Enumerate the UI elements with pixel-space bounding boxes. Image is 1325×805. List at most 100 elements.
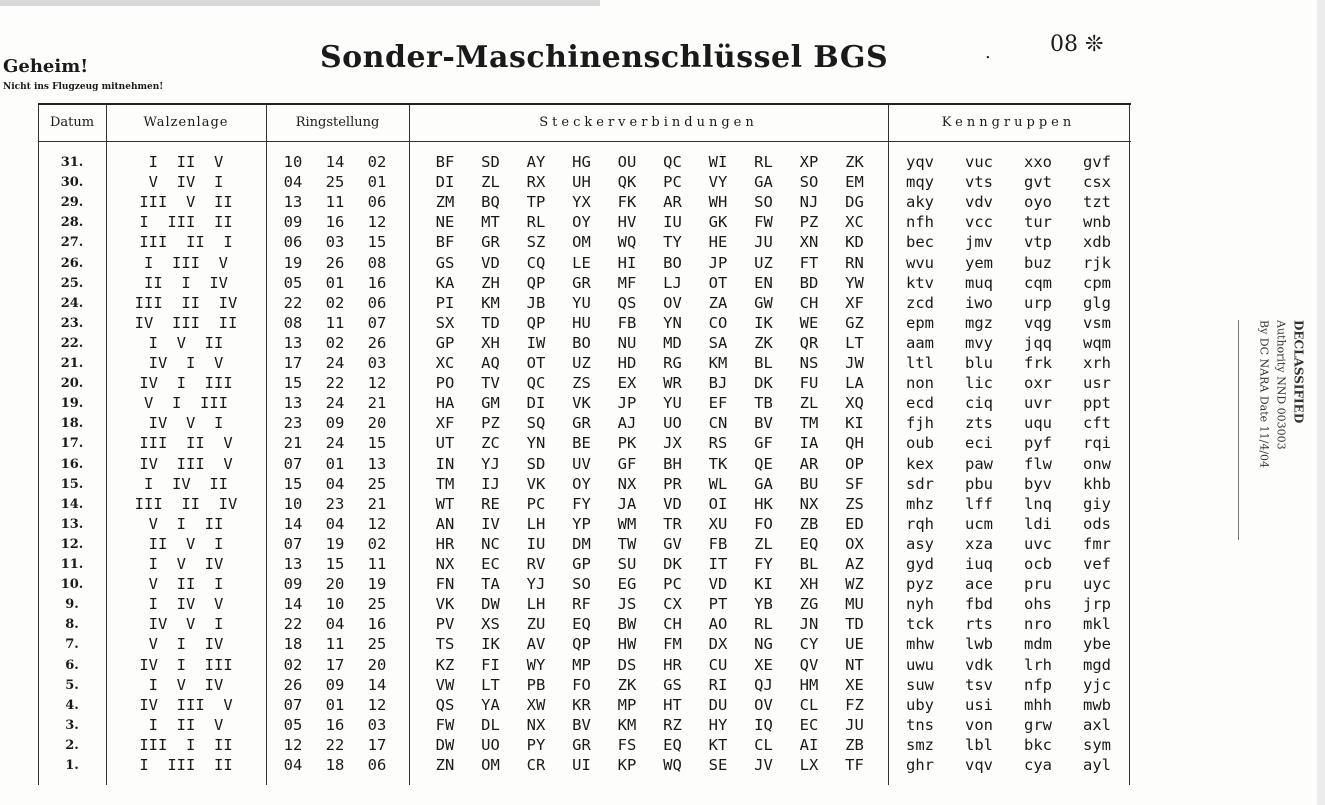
- walzenlage-cell: IV I V: [148, 354, 224, 372]
- date-cell: 17.: [60, 436, 84, 452]
- kenngruppe-cell: paw: [965, 454, 993, 473]
- stecker-pair: LX: [799, 756, 819, 774]
- kenngruppe-cell: grw: [1024, 715, 1052, 734]
- stecker-pair: LJ: [663, 273, 682, 292]
- kenngruppe-cell: cpm: [1083, 273, 1111, 292]
- stecker-pair: RL: [754, 153, 773, 171]
- stecker-pair: HT: [663, 695, 682, 714]
- ring-cell: 09: [325, 414, 345, 433]
- stecker-pair: NS: [799, 354, 819, 372]
- kenngruppe-cell: ppt: [1083, 394, 1111, 413]
- stecker-pair: CN: [708, 414, 728, 433]
- ring-cell: 19: [325, 534, 345, 553]
- stecker-pair: QV: [799, 655, 819, 674]
- stecker-pair: PT: [708, 595, 728, 614]
- stecker-pair: SF: [845, 474, 864, 493]
- stecker-pair: VD: [663, 494, 682, 513]
- stecker-pair: EQ: [663, 735, 682, 754]
- ring-cell: 09: [283, 575, 303, 594]
- stecker-pair: FO: [754, 514, 773, 533]
- kenngruppe-cell: jmv: [965, 233, 993, 252]
- stecker-pair: BV: [572, 715, 591, 734]
- kenngruppe-cell: sdr: [906, 474, 934, 493]
- stecker-pair: TD: [845, 615, 864, 634]
- stecker-pair: BO: [663, 253, 682, 272]
- stecker-pair: TY: [663, 233, 682, 252]
- walzenlage-cell: III II I: [139, 233, 233, 252]
- stecker-pair: GZ: [845, 313, 864, 332]
- kenngruppe-cell: ciq: [965, 394, 993, 413]
- stecker-pair: SD: [481, 153, 500, 171]
- stecker-pair: HY: [708, 715, 728, 734]
- kenngruppe-cell: tns: [906, 715, 934, 734]
- date-cell: 13.: [60, 516, 84, 532]
- stecker-pair: IU: [526, 534, 546, 553]
- stecker-pair: XF: [845, 293, 864, 312]
- kenngruppe-cell: xza: [965, 534, 993, 553]
- kenngruppe-cell: giy: [1083, 494, 1111, 513]
- ring-cell: 24: [325, 354, 345, 372]
- stecker-pair: QC: [663, 153, 682, 171]
- stecker-pair: ZB: [845, 735, 864, 754]
- stecker-pair: QJ: [754, 675, 773, 694]
- stecker-pair: IU: [663, 213, 682, 232]
- stecker-pair: AR: [663, 193, 682, 212]
- date-cell: 10.: [60, 577, 84, 593]
- kenngruppe-cell: ltl: [906, 354, 934, 372]
- key-table: Datum Walzenlage Ringstellung Steckerver…: [38, 103, 1131, 785]
- stecker-pair: JP: [617, 394, 637, 413]
- date-cell: 22.: [60, 335, 84, 351]
- ring-cell: 17: [325, 655, 345, 674]
- date-cell: 2.: [65, 737, 79, 753]
- stecker-pair: IA: [799, 434, 819, 453]
- stecker-pair: FT: [799, 253, 819, 272]
- stecker-pair: WL: [708, 474, 728, 493]
- ring-cell: 12: [367, 514, 387, 533]
- stecker-pair: PZ: [799, 213, 819, 232]
- stecker-pair: OT: [708, 273, 728, 292]
- kenngruppe-cell: urp: [1024, 293, 1052, 312]
- stecker-pair: ZL: [754, 534, 773, 553]
- kenngruppe-cell: pyf: [1024, 434, 1052, 453]
- table-row: 1. I III II 04 18 06 ZN OM CR UI KP WQ SE JV LX TF ghr v…: [38, 756, 1131, 776]
- stecker-pair: CL: [754, 735, 773, 754]
- col-header-walzenlage: Walzenlage: [143, 115, 229, 130]
- walzenlage-cell: I III II: [139, 756, 233, 774]
- stecker-pair: KI: [754, 575, 773, 594]
- stecker-pair: LT: [845, 333, 864, 352]
- ring-cell: 18: [283, 635, 303, 654]
- stecker-pair: KM: [481, 293, 500, 312]
- kenngruppe-cell: ocb: [1024, 555, 1052, 573]
- declassified-stamp: DECLASSIFIED Authority NND 003003 By DC …: [1238, 320, 1323, 540]
- table-border-left: [38, 105, 39, 785]
- warning-label: Nicht ins Flugzeug mitnehmen!: [3, 82, 164, 92]
- stecker-pair: LT: [481, 675, 500, 694]
- page-number: 08 ❊: [1050, 32, 1104, 57]
- kenngruppe-cell: usr: [1083, 374, 1111, 393]
- walzenlage-cell: I V IV: [148, 555, 224, 573]
- header-rule: [38, 141, 1131, 142]
- stecker-pair: TB: [754, 394, 773, 413]
- ring-cell: 01: [367, 173, 387, 192]
- kenngruppe-cell: xxo: [1024, 153, 1052, 171]
- stecker-pair: FY: [754, 555, 773, 573]
- ring-cell: 22: [283, 293, 303, 312]
- stecker-pair: VY: [708, 173, 728, 192]
- kenngruppe-cell: wnb: [1083, 213, 1111, 232]
- ring-cell: 20: [367, 414, 387, 433]
- stecker-pair: MP: [572, 655, 591, 674]
- secret-label: Geheim!: [3, 56, 89, 77]
- kenngruppe-cell: mdm: [1024, 635, 1052, 654]
- stecker-pair: NU: [617, 333, 637, 352]
- walzenlage-cell: IV III V: [139, 695, 233, 714]
- ring-cell: 11: [325, 193, 345, 212]
- walzenlage-cell: III V II: [139, 193, 233, 212]
- stecker-pair: JX: [663, 434, 682, 453]
- kenngruppe-cell: flw: [1024, 454, 1052, 473]
- ring-cell: 11: [325, 313, 345, 332]
- kenngruppe-cell: lwb: [965, 635, 993, 654]
- stecker-pair: JU: [845, 715, 864, 734]
- table-row: 27. III II I 06 03 15 BF GR SZ OM WQ TY HE JU XN KD bec…: [38, 233, 1131, 253]
- kenngruppe-cell: sym: [1083, 735, 1111, 754]
- kenngruppe-cell: tck: [906, 615, 934, 634]
